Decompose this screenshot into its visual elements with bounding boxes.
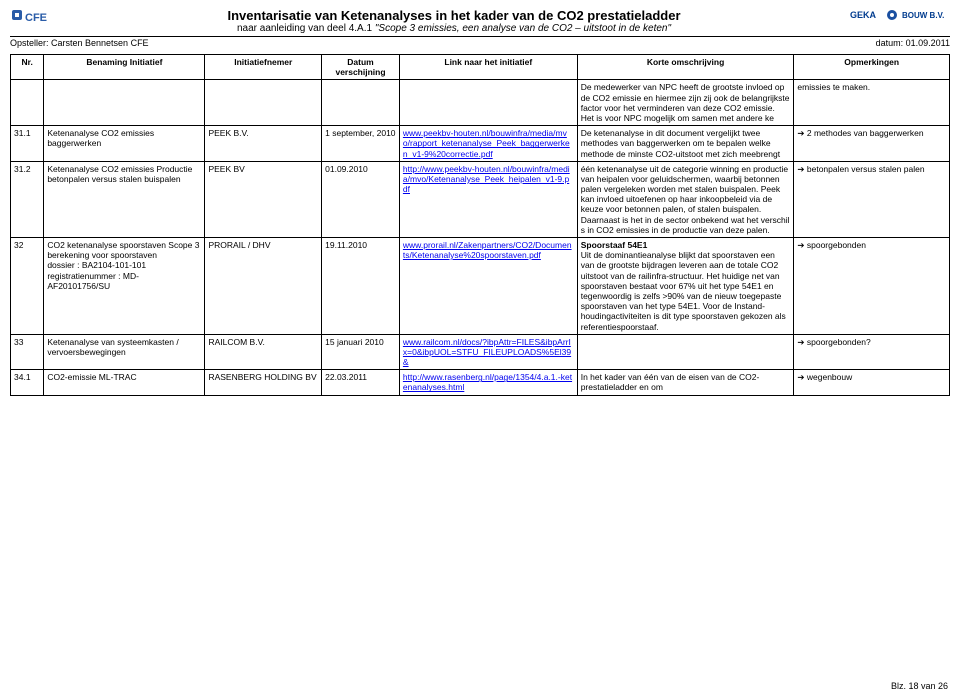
table-link[interactable]: www.prorail.nl/Zakenpartners/CO2/Documen… — [403, 240, 572, 260]
table-link[interactable]: www.peekbv-houten.nl/bouwinfra/media/mvo… — [403, 128, 570, 158]
cell-datum: 22.03.2011 — [322, 370, 400, 395]
table-link[interactable]: http://www.rasenberg.nl/page/1354/4.a.1.… — [403, 372, 572, 392]
cell-opmerkingen: spoorgebonden? — [794, 334, 950, 370]
svg-text:GEKA: GEKA — [850, 10, 877, 20]
cell-datum: 1 september, 2010 — [322, 126, 400, 162]
col-opmerkingen: Opmerkingen — [794, 55, 950, 80]
cell-opmerkingen: betonpalen versus stalen palen — [794, 161, 950, 237]
logo-geka: GEKA BOUW B.V. — [850, 8, 950, 32]
cell-opmerkingen: wegenbouw — [794, 370, 950, 395]
cell-benaming: CO2-emissie ML-TRAC — [44, 370, 205, 395]
cell-opmerkingen: emissies te maken. — [794, 80, 950, 126]
cell-initiatiefnemer: RAILCOM B.V. — [205, 334, 322, 370]
cell-link: www.prorail.nl/Zakenpartners/CO2/Documen… — [399, 238, 577, 335]
table-row: 33Ketenanalyse van systeemkasten / vervo… — [11, 334, 950, 370]
col-initiatiefnemer: Initiatiefnemer — [205, 55, 322, 80]
table-row: 32CO2 ketenanalyse spoorstaven Scope 3 b… — [11, 238, 950, 335]
cell-initiatiefnemer: PRORAIL / DHV — [205, 238, 322, 335]
cell-link: www.railcom.nl/docs/?ibpAttr=FILES&ibpAr… — [399, 334, 577, 370]
col-link: Link naar het initiatief — [399, 55, 577, 80]
cell-benaming: CO2 ketenanalyse spoorstaven Scope 3 ber… — [44, 238, 205, 335]
cell-omschrijving: De medewerker van NPC heeft de grootste … — [577, 80, 794, 126]
cell-nr: 31.1 — [11, 126, 44, 162]
col-nr: Nr. — [11, 55, 44, 80]
cell-datum: 15 januari 2010 — [322, 334, 400, 370]
table-row: 34.1CO2-emissie ML-TRACRASENBERG HOLDING… — [11, 370, 950, 395]
cell-datum — [322, 80, 400, 126]
cell-benaming: Ketenanalyse CO2 emissies Productie beto… — [44, 161, 205, 237]
cell-nr: 32 — [11, 238, 44, 335]
cell-link: http://www.rasenberg.nl/page/1354/4.a.1.… — [399, 370, 577, 395]
table-link[interactable]: http://www.peekbv-houten.nl/bouwinfra/me… — [403, 164, 570, 194]
cell-benaming — [44, 80, 205, 126]
cell-initiatiefnemer: RASENBERG HOLDING BV — [205, 370, 322, 395]
cell-omschrijving: Spoorstaaf 54E1 Uit de dominantieanalyse… — [577, 238, 794, 335]
col-benaming: Benaming Initiatief — [44, 55, 205, 80]
cell-link — [399, 80, 577, 126]
author-line: Opsteller: Carsten Bennetsen CFE — [10, 38, 149, 48]
table-row: De medewerker van NPC heeft de grootste … — [11, 80, 950, 126]
table-row: 31.2Ketenanalyse CO2 emissies Productie … — [11, 161, 950, 237]
cell-benaming: Ketenanalyse CO2 emissies baggerwerken — [44, 126, 205, 162]
table-link[interactable]: www.railcom.nl/docs/?ibpAttr=FILES&ibpAr… — [403, 337, 571, 367]
cell-initiatiefnemer: PEEK BV — [205, 161, 322, 237]
cell-omschrijving: één ketenanalyse uit de categorie winnin… — [577, 161, 794, 237]
table-row: 31.1Ketenanalyse CO2 emissies baggerwerk… — [11, 126, 950, 162]
logo-cfe: CFE — [10, 8, 58, 30]
date-line: datum: 01.09.2011 — [876, 38, 950, 48]
cell-nr: 34.1 — [11, 370, 44, 395]
svg-text:BOUW B.V.: BOUW B.V. — [902, 11, 944, 20]
cell-opmerkingen: spoorgebonden — [794, 238, 950, 335]
main-table: Nr. Benaming Initiatief Initiatiefnemer … — [10, 54, 950, 396]
cell-omschrijving — [577, 334, 794, 370]
cell-link: www.peekbv-houten.nl/bouwinfra/media/mvo… — [399, 126, 577, 162]
page-title: Inventarisatie van Ketenanalyses in het … — [58, 8, 850, 23]
cell-omschrijving: In het kader van één van de eisen van de… — [577, 370, 794, 395]
cell-nr: 31.2 — [11, 161, 44, 237]
col-datum: Datum verschijning — [322, 55, 400, 80]
cell-benaming: Ketenanalyse van systeemkasten / vervoer… — [44, 334, 205, 370]
svg-text:CFE: CFE — [25, 12, 47, 24]
page-subtitle: naar aanleiding van deel 4.A.1 "Scope 3 … — [58, 23, 850, 34]
cell-nr: 33 — [11, 334, 44, 370]
cell-initiatiefnemer — [205, 80, 322, 126]
cell-omschrijving: De ketenanalyse in dit document vergelij… — [577, 126, 794, 162]
cell-opmerkingen: 2 methodes van baggerwerken — [794, 126, 950, 162]
page-footer: Blz. 18 van 26 — [891, 681, 948, 691]
col-omschrijving: Korte omschrijving — [577, 55, 794, 80]
cell-datum: 19.11.2010 — [322, 238, 400, 335]
cell-link: http://www.peekbv-houten.nl/bouwinfra/me… — [399, 161, 577, 237]
cell-initiatiefnemer: PEEK B.V. — [205, 126, 322, 162]
cell-datum: 01.09.2010 — [322, 161, 400, 237]
cell-nr — [11, 80, 44, 126]
